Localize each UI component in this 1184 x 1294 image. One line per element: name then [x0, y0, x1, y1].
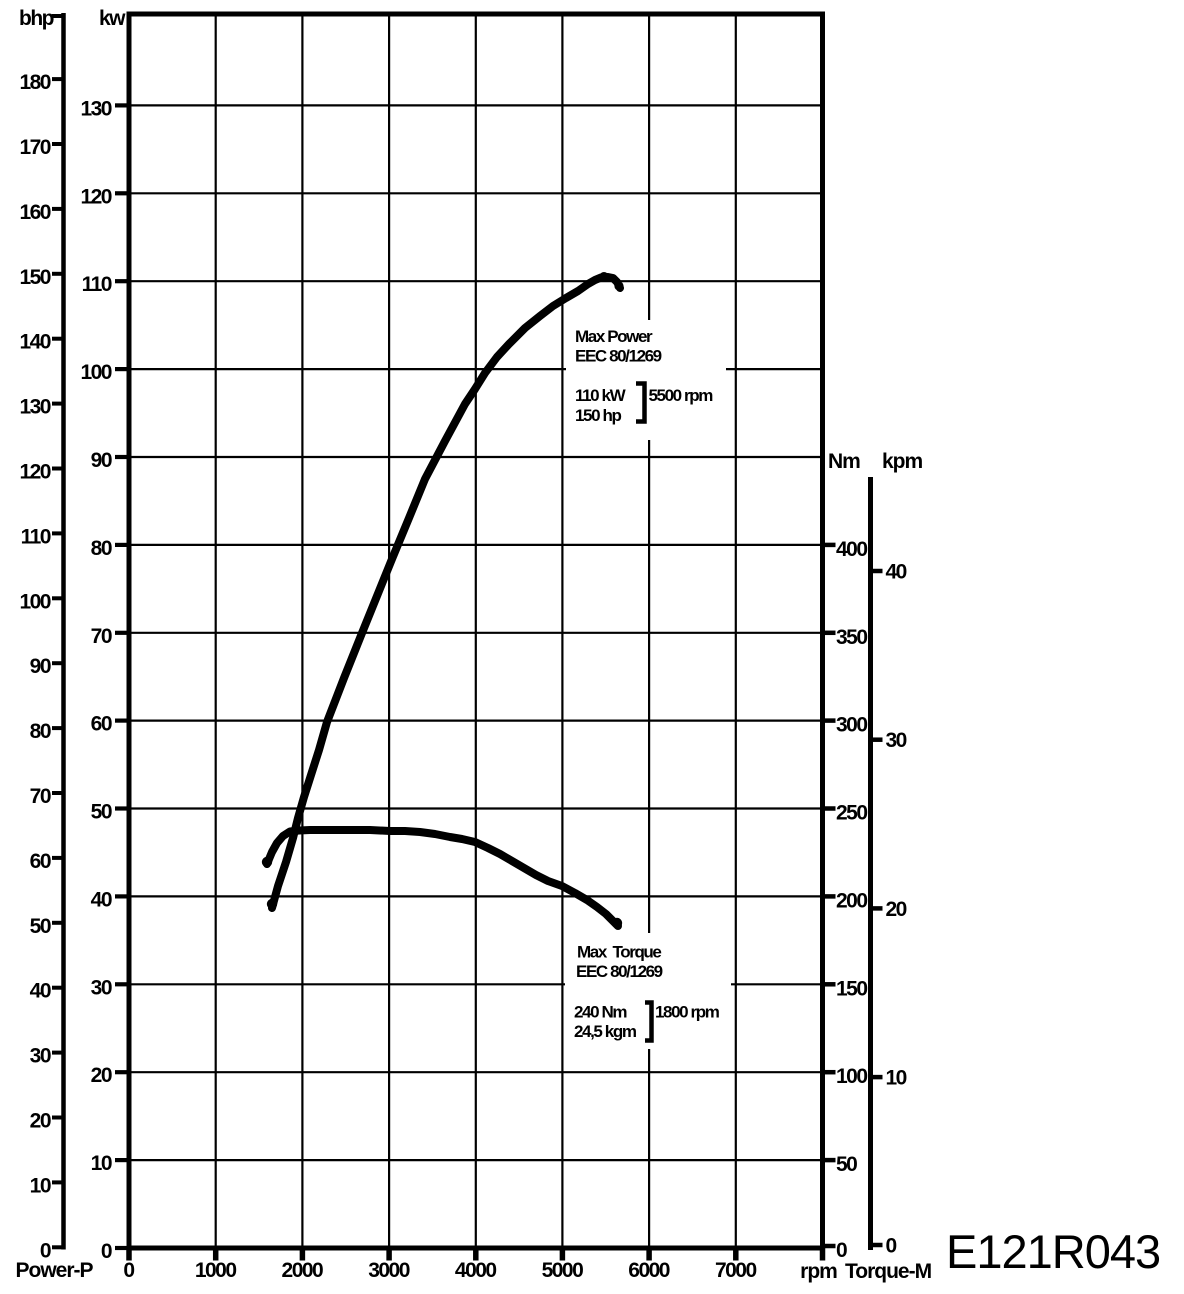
svg-text:EEC 80/1269: EEC 80/1269 [576, 962, 663, 981]
svg-text:5000: 5000 [542, 1259, 584, 1282]
svg-text:4000: 4000 [455, 1259, 497, 1282]
svg-text:170: 170 [19, 136, 50, 159]
svg-text:0: 0 [836, 1239, 847, 1262]
svg-text:180: 180 [19, 71, 50, 94]
svg-text:70: 70 [30, 785, 51, 808]
svg-text:Nm: Nm [828, 450, 860, 473]
svg-text:40: 40 [886, 561, 907, 584]
svg-text:140: 140 [19, 331, 50, 354]
svg-text:50: 50 [836, 1153, 857, 1176]
svg-text:0: 0 [123, 1259, 134, 1282]
svg-text:2000: 2000 [282, 1259, 324, 1282]
svg-text:5500 rpm: 5500 rpm [649, 386, 714, 405]
svg-text:Max Torque: Max Torque [577, 943, 661, 962]
svg-text:0: 0 [886, 1235, 897, 1258]
svg-text:0: 0 [101, 1240, 112, 1263]
svg-text:60: 60 [91, 713, 112, 736]
svg-text:110: 110 [21, 525, 51, 548]
svg-text:160: 160 [19, 201, 50, 224]
svg-text:90: 90 [91, 449, 112, 472]
svg-text:150: 150 [836, 977, 867, 1000]
svg-text:80: 80 [91, 537, 112, 560]
svg-text:240 Nm: 240 Nm [574, 1003, 627, 1022]
svg-text:20: 20 [30, 1110, 51, 1133]
svg-text:100: 100 [836, 1065, 867, 1088]
svg-text:90: 90 [30, 655, 51, 678]
svg-text:130: 130 [19, 396, 50, 419]
svg-text:20: 20 [91, 1064, 112, 1087]
svg-text:30: 30 [91, 976, 112, 999]
svg-text:40: 40 [30, 980, 51, 1003]
svg-text:80: 80 [30, 720, 51, 743]
svg-text:100: 100 [19, 590, 50, 613]
svg-text:6000: 6000 [628, 1259, 670, 1282]
svg-text:Max Power: Max Power [575, 327, 653, 346]
svg-text:150: 150 [19, 266, 50, 289]
svg-text:30: 30 [30, 1045, 51, 1068]
svg-text:70: 70 [91, 625, 112, 648]
svg-text:110 kW: 110 kW [575, 386, 627, 405]
svg-text:10: 10 [886, 1067, 907, 1090]
svg-text:130: 130 [80, 97, 111, 120]
svg-text:1800 rpm: 1800 rpm [655, 1003, 720, 1022]
svg-text:7000: 7000 [715, 1259, 757, 1282]
svg-text:30: 30 [886, 729, 907, 752]
svg-text:50: 50 [91, 801, 112, 824]
svg-text:0: 0 [40, 1239, 51, 1262]
svg-text:120: 120 [80, 185, 111, 208]
svg-text:bhp: bhp [19, 7, 54, 30]
svg-text:50: 50 [30, 915, 51, 938]
svg-text:E121R043: E121R043 [946, 1225, 1160, 1278]
svg-text:Torque-M: Torque-M [845, 1260, 932, 1283]
svg-text:350: 350 [836, 626, 867, 649]
svg-text:EEC 80/1269: EEC 80/1269 [575, 347, 662, 366]
svg-text:1000: 1000 [195, 1259, 237, 1282]
svg-text:kpm: kpm [882, 450, 923, 473]
svg-text:3000: 3000 [368, 1259, 410, 1282]
svg-text:40: 40 [91, 888, 112, 911]
svg-text:110: 110 [82, 273, 112, 296]
svg-text:60: 60 [30, 850, 51, 873]
svg-text:rpm: rpm [800, 1260, 837, 1283]
svg-text:24,5 kgm: 24,5 kgm [574, 1022, 637, 1041]
svg-text:120: 120 [19, 461, 50, 484]
svg-text:300: 300 [836, 714, 867, 737]
svg-text:20: 20 [886, 898, 907, 921]
svg-text:200: 200 [836, 889, 867, 912]
svg-text:kw: kw [99, 7, 126, 30]
svg-text:Power-P: Power-P [15, 1259, 93, 1282]
svg-text:400: 400 [836, 538, 867, 561]
svg-text:10: 10 [91, 1152, 112, 1175]
svg-text:100: 100 [80, 361, 111, 384]
svg-text:150 hp: 150 hp [575, 406, 621, 425]
svg-text:250: 250 [836, 802, 867, 825]
svg-text:10: 10 [30, 1174, 51, 1197]
